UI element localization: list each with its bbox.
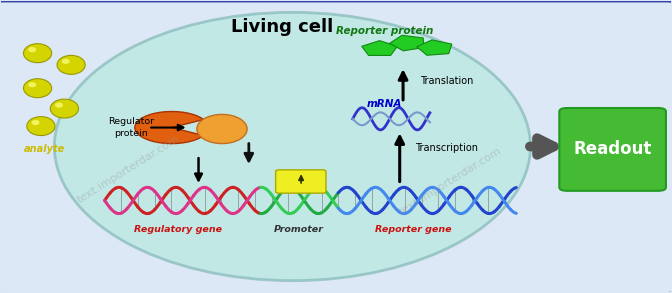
- Text: Promoter: Promoter: [274, 225, 324, 234]
- Text: text.importerdar.com: text.importerdar.com: [397, 146, 503, 217]
- FancyBboxPatch shape: [559, 108, 666, 191]
- Ellipse shape: [24, 44, 52, 63]
- Text: Translation: Translation: [420, 76, 473, 86]
- Ellipse shape: [24, 79, 52, 98]
- Text: text.importerdar.com: text.importerdar.com: [75, 134, 181, 205]
- Text: analyte: analyte: [24, 144, 65, 154]
- Text: Transcription: Transcription: [415, 143, 478, 153]
- Text: Living cell: Living cell: [231, 18, 333, 36]
- Ellipse shape: [28, 82, 36, 87]
- Ellipse shape: [28, 47, 36, 52]
- Ellipse shape: [197, 115, 247, 144]
- Text: Regulator
protein: Regulator protein: [108, 117, 155, 138]
- Ellipse shape: [55, 103, 63, 108]
- Text: Reporter gene: Reporter gene: [375, 225, 452, 234]
- FancyBboxPatch shape: [276, 170, 326, 193]
- Ellipse shape: [50, 99, 79, 118]
- Text: mRNA: mRNA: [367, 99, 402, 109]
- Text: Readout: Readout: [573, 140, 652, 159]
- Ellipse shape: [57, 55, 85, 74]
- Ellipse shape: [27, 117, 55, 136]
- Wedge shape: [135, 112, 204, 144]
- Ellipse shape: [62, 59, 70, 64]
- Ellipse shape: [54, 12, 530, 281]
- Text: Reporter protein: Reporter protein: [336, 26, 433, 36]
- Text: Regulatory gene: Regulatory gene: [134, 225, 222, 234]
- Ellipse shape: [32, 120, 40, 125]
